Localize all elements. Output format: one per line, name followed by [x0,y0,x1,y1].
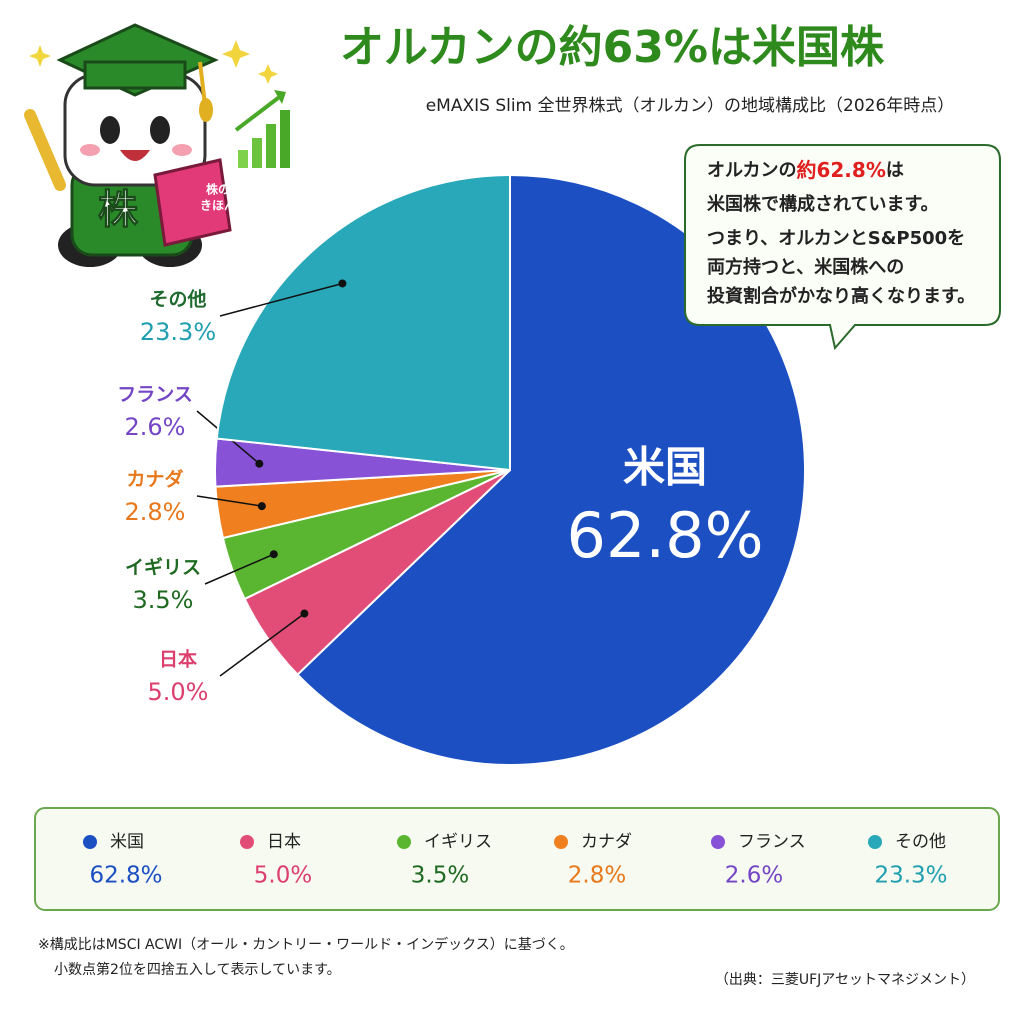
legend-swatch [240,835,254,849]
pie-slice [215,173,511,472]
slice-value: 2.8% [125,498,186,526]
leader-dot [338,279,347,288]
slice-label: カナダ [126,468,183,491]
legend-swatch [397,835,411,849]
mascot-badge: 株 [98,187,139,233]
callout: オルカンの約62.8%は 米国株で構成されています。 つまり、オルカンとS&P5… [684,144,1001,351]
legend-swatch [83,835,97,849]
legend-value: 3.5% [411,863,469,889]
callout-text: つまり、オルカンとS&P500を [707,228,965,249]
leader-line [196,495,262,507]
slice-value: 62.8% [567,499,764,572]
leader-line [219,612,305,677]
slice-label: 米国 [623,443,707,492]
footnote: ※構成比はMSCI ACWI（オール・カントリー・ワールド・インデックス）に基づ… [38,936,574,953]
legend-value: 5.0% [254,863,312,889]
legend-value: 62.8% [89,863,162,889]
leader-dot [300,609,309,618]
legend-label: フランス [738,832,806,852]
leader-line [204,553,275,585]
leader-dot [257,502,266,511]
callout-part: は [886,160,904,181]
slice-value: 5.0% [148,678,209,706]
slice-value: 2.6% [125,413,186,441]
chart-subtitle: eMAXIS Slim 全世界株式（オルカン）の地域構成比（2026年時点） [426,96,955,116]
legend-label: カナダ [581,832,632,852]
legend-swatch [868,835,882,849]
slice-value: 3.5% [133,586,194,614]
legend-box [34,807,1000,911]
legend-label: その他 [895,832,946,852]
chart-title: オルカンの約63%は米国株 [340,22,885,73]
pie-slice [296,173,806,766]
legend-swatch [711,835,725,849]
legend-label: 日本 [267,832,301,852]
book-text: きほん [200,199,236,213]
slice-label: フランス [117,384,193,406]
legend-label: イギリス [424,832,492,852]
legend-value: 2.8% [568,863,626,889]
mascot: 株の きほん 株 [24,23,290,267]
footnote: 小数点第2位を四捨五入して表示しています。 [54,961,341,978]
callout-text: 米国株で構成されています。 [707,193,939,215]
slice-value: 23.3% [140,318,216,346]
leader-dot [255,459,264,468]
callout-part: オルカンの [707,160,796,181]
legend-value: 23.3% [874,863,947,889]
book-text: 株の [206,182,230,197]
callout-text: 両方持つと、米国株への [707,256,904,278]
legend: 米国 62.8% 日本 5.0% イギリス 3.5% カナダ 2.8% フランス 2.6% その他 2… [83,832,948,889]
slice-label: 日本 [159,648,197,671]
slice-label: イギリス [125,557,201,579]
callout-highlight: 約62.8% [796,158,885,182]
leader-line [219,282,343,317]
leader-dot [269,550,278,559]
callout-text: 投資割合がかなり高くなります。 [707,285,975,307]
source: （出典：三菱UFJアセットマネジメント） [715,972,975,988]
legend-swatch [554,835,568,849]
slice-label: その他 [149,288,206,311]
legend-label: 米国 [110,832,144,852]
callout-text: オルカンの約62.8%は [707,158,904,182]
legend-value: 2.6% [725,863,783,889]
pie: 米国 62.8% 日本 5.0% イギリス 3.5% カナダ 2.8% フランス 2.6% その他 2… [117,173,806,766]
